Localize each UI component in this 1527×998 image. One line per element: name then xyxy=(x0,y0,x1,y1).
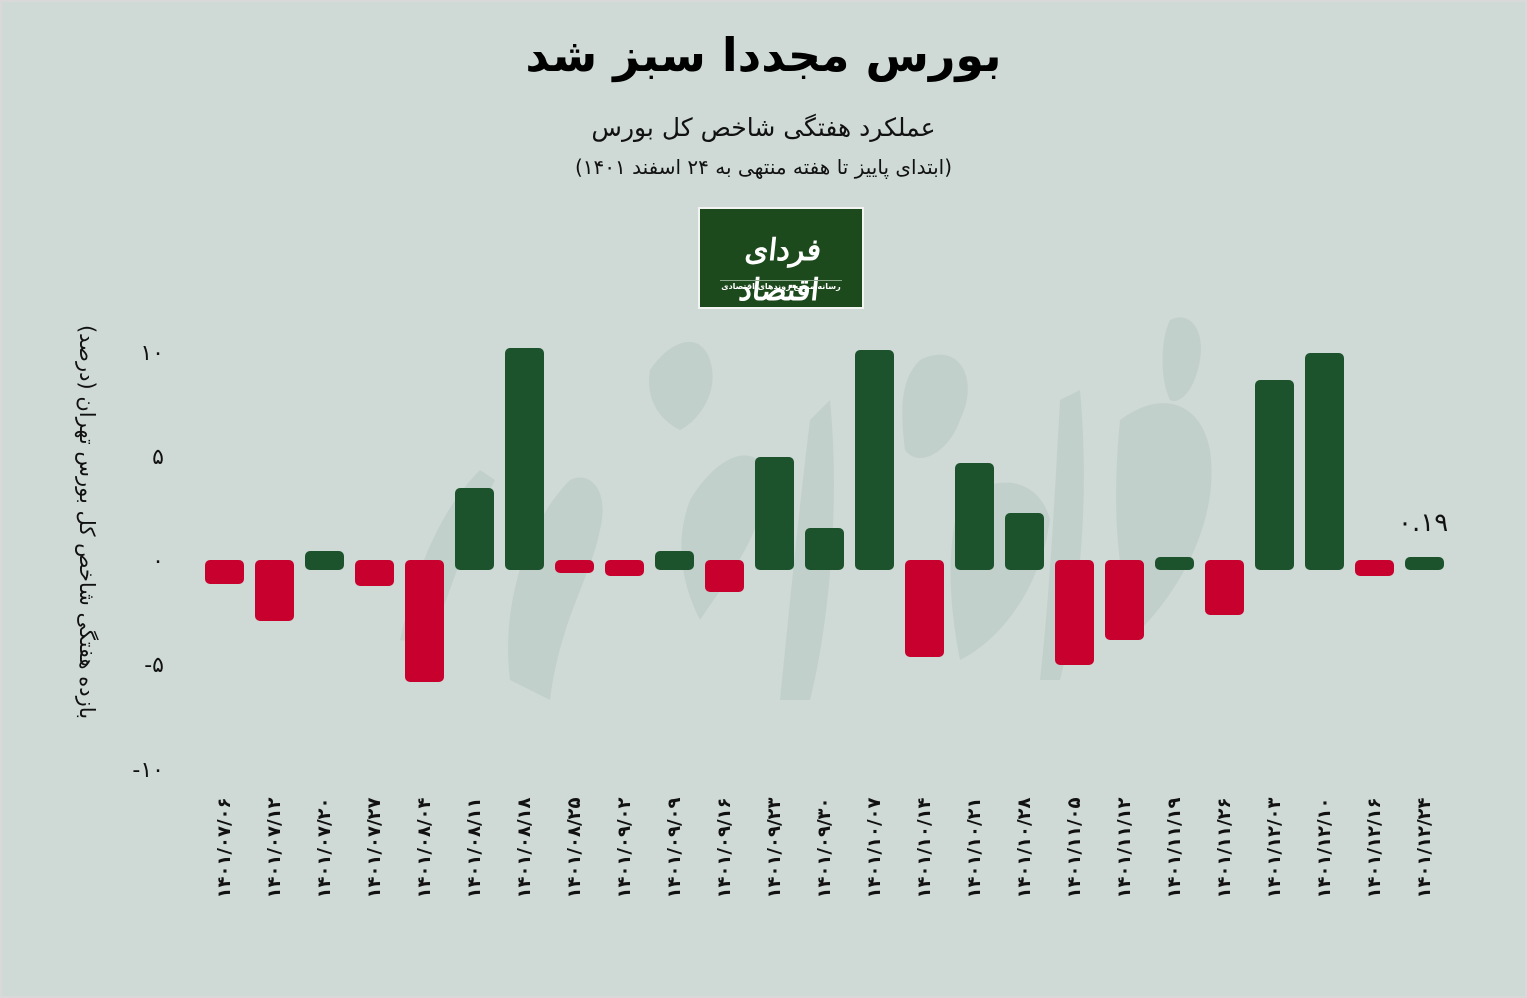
bar xyxy=(505,348,544,570)
y-tick: -۱۰ xyxy=(132,757,164,783)
logo-divider xyxy=(720,280,842,281)
y-tick: ۵ xyxy=(152,444,164,470)
bar xyxy=(305,550,344,570)
logo-box: فردای اقتصاد رسانه مرجع روندهای اقتصادی xyxy=(700,209,862,308)
bar xyxy=(1305,352,1344,570)
x-tick-label: ۱۴۰۱/۰۹/۱۶ xyxy=(713,797,735,899)
y-axis-title: بازده هفتگی شاخص کل بورس تهران (درصد) xyxy=(75,324,99,720)
x-tick-label: ۱۴۰۱/۱۰/۲۸ xyxy=(1013,797,1035,899)
bar xyxy=(1105,560,1144,641)
x-tick-label: ۱۴۰۱/۱۰/۱۴ xyxy=(913,797,935,899)
bar xyxy=(805,527,844,570)
last-value-label: ۰.۱۹ xyxy=(1398,508,1449,538)
x-tick-label: ۱۴۰۱/۰۹/۰۲ xyxy=(613,797,635,899)
x-tick-label: ۱۴۰۱/۱۱/۲۶ xyxy=(1213,797,1235,899)
x-tick-label: ۱۴۰۱/۰۹/۳۰ xyxy=(813,797,835,899)
bar xyxy=(1155,557,1194,570)
bar xyxy=(855,350,894,570)
y-tick: ۰ xyxy=(152,549,164,574)
x-tick-label: ۱۴۰۱/۰۹/۰۹ xyxy=(663,797,685,899)
x-tick-label: ۱۴۰۱/۱۲/۰۳ xyxy=(1263,797,1285,899)
bar xyxy=(455,488,494,570)
bar xyxy=(655,550,694,570)
x-tick-label: ۱۴۰۱/۱۰/۰۷ xyxy=(863,797,885,899)
x-tick-label: ۱۴۰۱/۱۲/۱۰ xyxy=(1313,797,1335,899)
x-tick-label: ۱۴۰۱/۱۱/۱۲ xyxy=(1113,797,1135,899)
bar xyxy=(555,560,594,573)
y-tick: -۵ xyxy=(144,653,164,679)
x-tick-label: ۱۴۰۱/۰۷/۲۰ xyxy=(313,797,335,899)
chart-date-range: (ابتدای پاییز تا هفته منتهی به ۲۴ اسفند … xyxy=(574,155,953,179)
chart-subtitle: عملکرد هفتگی شاخص کل بورس xyxy=(591,113,936,142)
bar xyxy=(405,560,444,682)
x-tick-label: ۱۴۰۱/۰۷/۱۲ xyxy=(263,797,285,899)
x-tick-label: ۱۴۰۱/۰۸/۱۸ xyxy=(513,797,535,899)
bar xyxy=(205,560,244,584)
bar xyxy=(1255,379,1294,570)
bar xyxy=(955,463,994,570)
chart-title: بورس مجددا سبز شد xyxy=(525,28,1002,82)
bar xyxy=(1055,560,1094,666)
brand-logo: فردای اقتصاد رسانه مرجع روندهای اقتصادی xyxy=(698,207,864,309)
x-tick-label: ۱۴۰۱/۰۸/۲۵ xyxy=(563,797,585,899)
bar xyxy=(905,560,944,657)
bar xyxy=(1405,557,1444,570)
bar xyxy=(1205,560,1244,616)
x-tick-label: ۱۴۰۱/۰۷/۰۶ xyxy=(213,797,235,899)
y-tick: ۱۰ xyxy=(140,340,164,366)
x-tick-label: ۱۴۰۱/۱۱/۰۵ xyxy=(1063,797,1085,899)
x-tick-label: ۱۴۰۱/۰۸/۱۱ xyxy=(463,797,485,899)
x-tick-label: ۱۴۰۱/۰۹/۲۳ xyxy=(763,797,785,899)
x-tick-label: ۱۴۰۱/۱۲/۱۶ xyxy=(1363,797,1385,899)
x-tick-label: ۱۴۰۱/۱۲/۲۴ xyxy=(1413,797,1435,899)
x-tick-label: ۱۴۰۱/۰۸/۰۴ xyxy=(413,797,435,899)
bar xyxy=(1355,560,1394,576)
bar xyxy=(255,560,294,622)
bar xyxy=(1005,513,1044,570)
bar xyxy=(605,560,644,576)
bar xyxy=(355,560,394,587)
bar xyxy=(705,560,744,593)
bar xyxy=(755,456,794,570)
logo-tagline: رسانه مرجع روندهای اقتصادی xyxy=(721,282,841,291)
x-tick-label: ۱۴۰۱/۱۱/۱۹ xyxy=(1163,797,1185,899)
x-tick-label: ۱۴۰۱/۰۷/۲۷ xyxy=(363,797,385,899)
x-tick-label: ۱۴۰۱/۱۰/۲۱ xyxy=(963,797,985,899)
logo-name: فردای اقتصاد xyxy=(736,233,824,308)
